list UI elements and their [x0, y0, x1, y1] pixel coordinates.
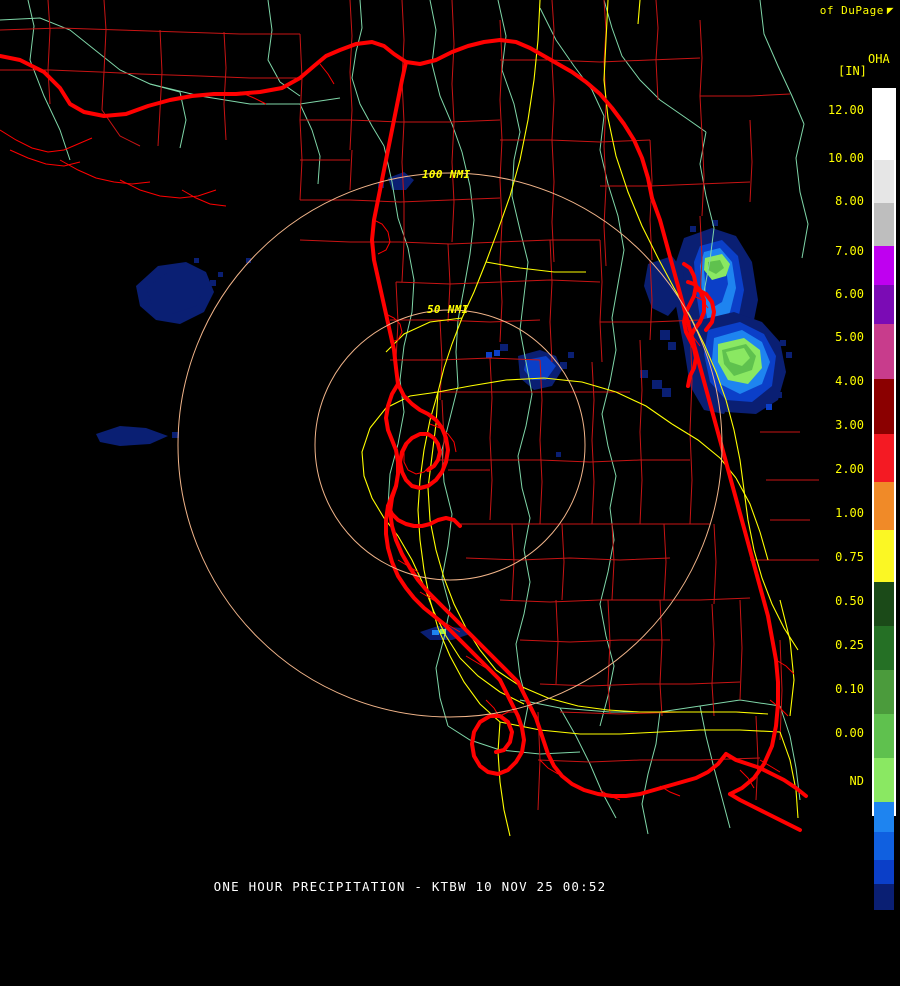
colorbar[interactable]: [872, 88, 896, 986]
coastline-detail-layer: [0, 63, 795, 801]
echo-gulf-west-streak: [96, 426, 179, 446]
colorbar-tick-10-00: 10.00: [827, 151, 864, 165]
range-ring-100nmi: [177, 172, 723, 718]
radar-map-canvas[interactable]: 100 NMI 50 NMI: [0, 0, 820, 880]
colorbar-segment-0.00: [874, 758, 894, 802]
colorbar-tick-ND: ND: [849, 774, 864, 788]
colorbar-segment-trace: [874, 884, 894, 910]
colorbar-segment-7.00: [874, 246, 894, 285]
echo-gulf-northwest: [136, 258, 251, 324]
colorbar-segment-0.10: [874, 714, 894, 758]
colorbar-segment-5.00: [874, 324, 894, 379]
range-ring-layer: [177, 172, 723, 718]
colorbar-segment-3.00: [874, 434, 894, 482]
colorbar-segment-4.00: [874, 379, 894, 434]
range-ring-label-100nmi: 100 NMI: [422, 168, 471, 181]
colorbar-segment-low2: [874, 832, 894, 860]
product-caption: ONE HOUR PRECIPITATION - KTBW 10 NOV 25 …: [213, 879, 607, 894]
range-ring-label-50nmi: 50 NMI: [427, 303, 469, 316]
colorbar-tick-1-00: 1.00: [835, 506, 864, 520]
colorbar-segment-0.50: [874, 626, 894, 670]
range-ring-50nmi: [314, 309, 586, 581]
county-border-layer: [0, 0, 819, 811]
colorbar-segment-0.75: [874, 582, 894, 626]
colorbar-segment-low: [874, 802, 894, 832]
cod-logo-icon: ◤: [886, 4, 894, 17]
coastline-layer: [0, 38, 808, 832]
colorbar-tick-0-25: 0.25: [835, 638, 864, 652]
colorbar-tick-0-10: 0.10: [835, 682, 864, 696]
echo-speck: [556, 452, 561, 457]
colorbar-segment-6.00: [874, 285, 894, 324]
colorbar-segment-0.25: [874, 670, 894, 714]
colorbar-segment-1.00: [874, 530, 894, 582]
colorbar-units: [IN]: [838, 64, 867, 78]
colorbar-tick-0-50: 0.50: [835, 594, 864, 608]
colorbar-tick-12-00: 12.00: [827, 103, 864, 117]
colorbar-labels: 12.00 10.00 8.00 7.00 6.00 5.00 4.00 3.00 2.00 1.…: [820, 88, 868, 816]
colorbar-segment-ND: [874, 910, 894, 986]
colorbar-tick-0-00: 0.00: [835, 726, 864, 740]
colorbar-segment-8.00: [874, 203, 894, 246]
colorbar-tick-6-00: 6.00: [835, 287, 864, 301]
colorbar-title: OHA: [868, 52, 890, 66]
colorbar-segment-12.00+: [874, 90, 894, 160]
colorbar-tick-3-00: 3.00: [835, 418, 864, 432]
colorbar-tick-7-00: 7.00: [835, 244, 864, 258]
colorbar-segment-low3: [874, 860, 894, 884]
colorbar-tick-2-00: 2.00: [835, 462, 864, 476]
colorbar-tick-4-00: 4.00: [835, 374, 864, 388]
highway-layer: [361, 0, 799, 837]
echo-speck: [486, 352, 492, 358]
colorbar-segment-10.00: [874, 160, 894, 203]
colorbar-segment-2.00: [874, 482, 894, 530]
colorbar-tick-0-75: 0.75: [835, 550, 864, 564]
colorbar-tick-5-00: 5.00: [835, 330, 864, 344]
map-svg: [0, 0, 819, 837]
colorbar-tick-8-00: 8.00: [835, 194, 864, 208]
